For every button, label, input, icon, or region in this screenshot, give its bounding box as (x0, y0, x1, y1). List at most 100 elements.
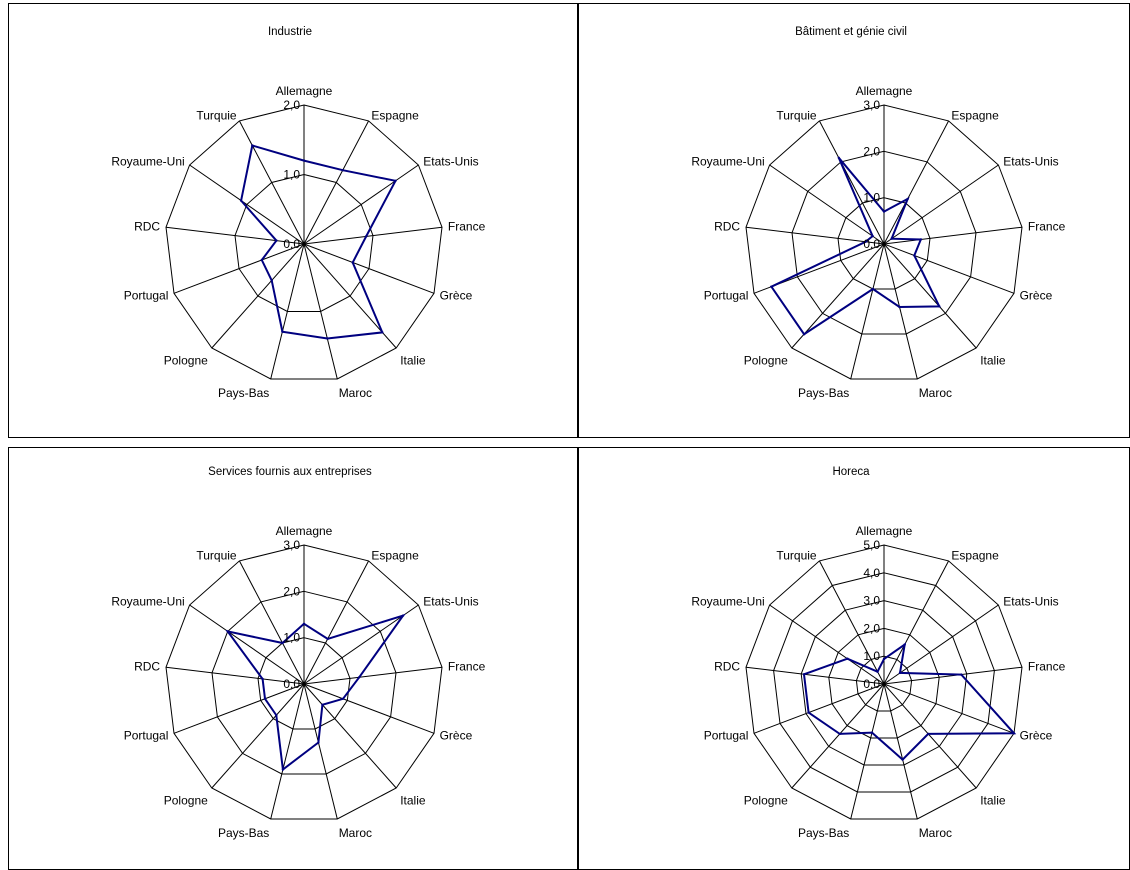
axis-spoke (791, 243, 885, 349)
axis-spoke (303, 164, 419, 245)
axis-spoke (883, 243, 918, 380)
grid-ring (791, 150, 977, 335)
axis-spoke (883, 243, 1015, 294)
data-point-grece (913, 254, 916, 257)
axis-spoke (303, 226, 443, 245)
data-point-turquie (837, 156, 840, 159)
category-label-allemagne: Allemagne (856, 84, 913, 98)
grid-ring (855, 655, 913, 712)
category-label-espagne: Espagne (951, 549, 999, 563)
data-point-rdc (802, 673, 806, 676)
axis-spoke (883, 226, 1023, 245)
data-point-rdc (261, 677, 264, 681)
axis-spoke (745, 666, 885, 685)
category-label-royaume-uni: Royaume-Uni (691, 595, 764, 609)
data-point-france (364, 235, 368, 238)
chart-title: Horeca (832, 466, 870, 478)
tick-label: 0,0 (283, 237, 300, 251)
tick-label: 2,0 (863, 144, 880, 158)
axis-spoke (883, 560, 950, 685)
category-label-france: France (1028, 660, 1066, 674)
data-point-etats-unis (898, 671, 902, 675)
data-point-maroc (898, 305, 901, 309)
chart-frame (578, 447, 1130, 870)
category-label-italie: Italie (980, 794, 1006, 808)
axis-spoke (883, 120, 950, 245)
axis-spoke (850, 683, 885, 820)
category-label-etats-unis: Etats-Unis (423, 155, 478, 169)
data-point-grece (1012, 732, 1016, 735)
category-label-rdc: RDC (134, 220, 160, 234)
tick-label: 1,0 (283, 631, 300, 645)
data-point-royaume-uni (846, 657, 849, 660)
category-label-grece: Grèce (1020, 728, 1053, 742)
category-label-allemagne: Allemagne (276, 84, 333, 98)
data-point-etats-unis (890, 237, 893, 240)
tick-label: 4,0 (863, 566, 880, 580)
data-point-allemagne (882, 210, 886, 213)
tick-label: 1,0 (283, 168, 300, 182)
grid-ring (165, 104, 443, 380)
data-point-turquie (876, 670, 879, 673)
data-point-portugal (770, 285, 773, 288)
category-label-grece: Grèce (1020, 288, 1053, 302)
category-label-rdc: RDC (134, 660, 160, 674)
axis-spoke (753, 683, 885, 734)
axis-spoke (745, 226, 885, 245)
axis-spoke (238, 560, 305, 685)
category-label-espagne: Espagne (951, 109, 999, 123)
axis-spoke (211, 683, 305, 789)
axis-spoke (173, 243, 305, 294)
category-label-pays-bas: Pays-Bas (218, 826, 269, 840)
axis-spoke (883, 604, 999, 685)
tick-label: 3,0 (863, 98, 880, 112)
category-label-grece: Grèce (440, 728, 473, 742)
category-label-allemagne: Allemagne (276, 524, 333, 538)
axis-spoke (818, 560, 885, 685)
tick-label: 2,0 (283, 584, 300, 598)
grid-ring (234, 173, 374, 312)
axis-spoke (850, 243, 885, 380)
axis-spoke (189, 164, 305, 245)
data-point-france (919, 238, 922, 241)
data-point-allemagne (302, 159, 306, 162)
category-label-espagne: Espagne (371, 549, 419, 563)
category-label-turquie: Turquie (196, 109, 237, 123)
axis-spoke (883, 683, 977, 789)
axis-spoke (303, 604, 419, 685)
axis-spoke (883, 683, 1015, 734)
axis-spoke (883, 164, 999, 245)
data-point-rdc (864, 240, 867, 243)
axis-spoke (303, 243, 435, 294)
series-line (225, 613, 406, 772)
data-point-maroc (901, 758, 904, 761)
data-point-maroc (326, 337, 329, 340)
axis-spoke (303, 683, 397, 789)
radar-chart-services-fournis-aux-entreprises: Services fournis aux entreprises 0,0 1,0 2,… (8, 447, 578, 870)
axis-spoke (173, 683, 305, 734)
category-label-pays-bas: Pays-Bas (218, 386, 269, 400)
category-label-royaume-uni: Royaume-Uni (111, 155, 184, 169)
category-label-royaume-uni: Royaume-Uni (111, 595, 184, 609)
data-point-italie (927, 732, 930, 736)
category-label-portugal: Portugal (704, 288, 749, 302)
series-line (240, 144, 398, 340)
radar-chart-batiment-et-genie-civil: Bâtiment et génie civil 0,0 1,0 2,0 3,0Allem… (578, 3, 1130, 438)
category-label-etats-unis: Etats-Unis (1003, 155, 1058, 169)
grid-ring (211, 590, 397, 775)
category-label-espagne: Espagne (371, 109, 419, 123)
axis-spoke (303, 560, 370, 685)
data-point-pays-bas (871, 287, 875, 291)
data-point-maroc (317, 741, 320, 744)
data-point-portugal (807, 711, 810, 714)
data-point-allemagne (302, 622, 306, 625)
data-point-espagne (326, 637, 329, 641)
category-label-etats-unis: Etats-Unis (423, 595, 478, 609)
data-point-turquie (281, 641, 284, 645)
category-label-maroc: Maroc (339, 826, 372, 840)
category-label-maroc: Maroc (339, 386, 372, 400)
category-label-turquie: Turquie (196, 549, 237, 563)
category-label-maroc: Maroc (919, 386, 952, 400)
tick-label: 1,0 (863, 649, 880, 663)
